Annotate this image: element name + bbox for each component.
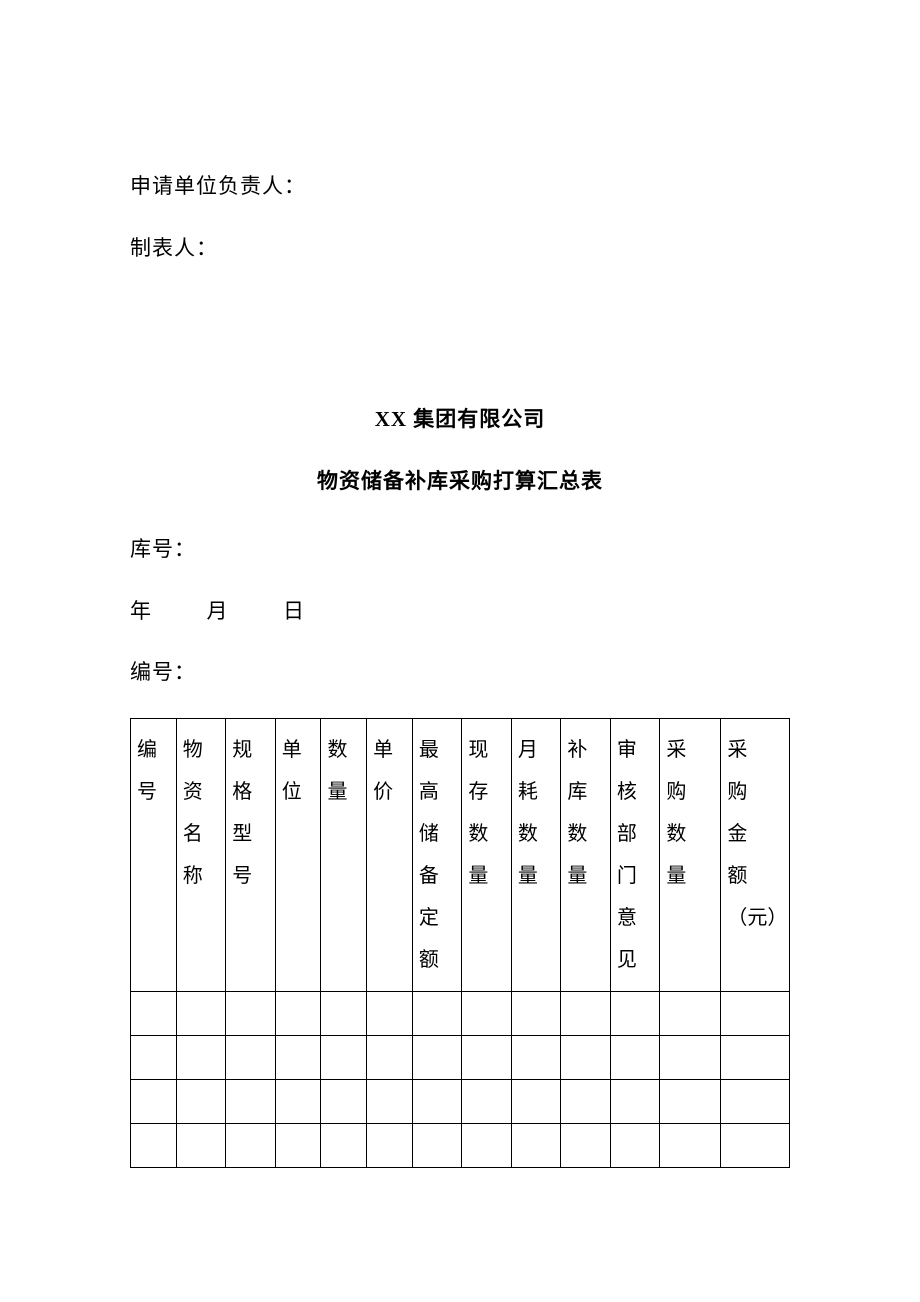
company-name: XX 集团有限公司 xyxy=(130,403,790,433)
col-header-material-name: 物资名称 xyxy=(176,718,226,991)
date-year-label: 年 xyxy=(130,595,152,629)
col-header-monthly-consumption: 月耗数量 xyxy=(511,718,561,991)
col-header-purchase-qty: 采购数量 xyxy=(660,718,721,991)
col-header-unit: 单位 xyxy=(275,718,321,991)
preparer-label: 制表人： xyxy=(130,236,218,260)
date-day-label: 日 xyxy=(283,595,305,629)
warehouse-number-field: 库号： xyxy=(130,533,790,567)
section-spacer xyxy=(130,293,790,403)
date-field: 年 月 日 xyxy=(130,595,790,629)
serial-number-field: 编号： xyxy=(130,656,790,690)
table-body xyxy=(131,991,790,1167)
col-header-review-opinion: 审核部门意见 xyxy=(610,718,660,991)
col-header-current-stock: 现存数量 xyxy=(462,718,512,991)
table-header: 编号 物资名称 规格型号 单位 数量 单价 最高储备定额 现存数量 月耗数量 补… xyxy=(131,718,790,991)
col-header-max-reserve: 最高储备定额 xyxy=(412,718,462,991)
serial-number-label: 编号： xyxy=(130,660,196,684)
table-header-row: 编号 物资名称 规格型号 单位 数量 单价 最高储备定额 现存数量 月耗数量 补… xyxy=(131,718,790,991)
col-header-spec-model: 规格型号 xyxy=(226,718,276,991)
document-title: 物资储备补库采购打算汇总表 xyxy=(130,465,790,495)
table-row xyxy=(131,991,790,1035)
col-header-serial: 编号 xyxy=(131,718,177,991)
date-month-label: 月 xyxy=(207,595,229,629)
preparer-field: 制表人： xyxy=(130,232,790,266)
summary-table: 编号 物资名称 规格型号 单位 数量 单价 最高储备定额 现存数量 月耗数量 补… xyxy=(130,718,790,1168)
table-row xyxy=(131,1079,790,1123)
table-row xyxy=(131,1123,790,1167)
col-header-replenish-qty: 补库数量 xyxy=(561,718,611,991)
applicant-unit-label: 申请单位负责人： xyxy=(130,174,306,198)
document-page: 申请单位负责人： 制表人： XX 集团有限公司 物资储备补库采购打算汇总表 库号… xyxy=(0,0,920,1168)
col-header-purchase-amount: 采购金额（元） xyxy=(721,718,790,991)
table-row xyxy=(131,1035,790,1079)
applicant-unit-field: 申请单位负责人： xyxy=(130,170,790,204)
col-header-quantity: 数量 xyxy=(321,718,367,991)
col-header-unit-price: 单价 xyxy=(367,718,413,991)
warehouse-number-label: 库号： xyxy=(130,537,196,561)
